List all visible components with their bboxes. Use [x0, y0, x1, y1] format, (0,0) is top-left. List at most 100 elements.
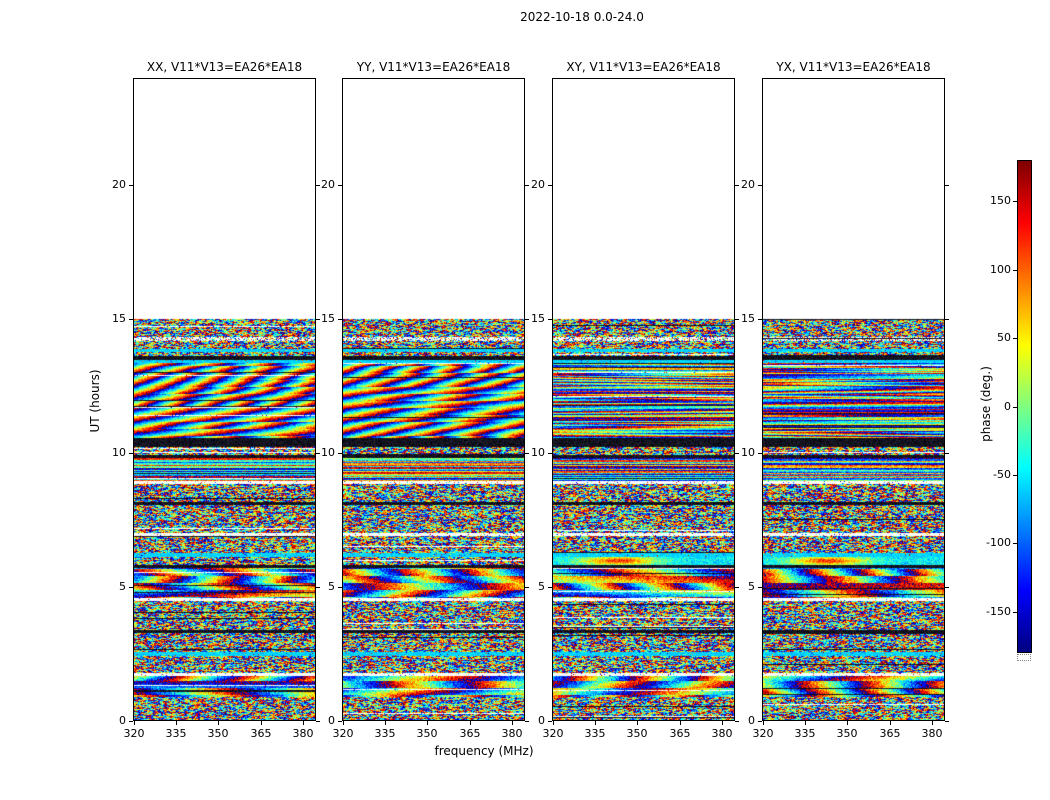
phase-heatmap-canvas-xx: [134, 79, 315, 720]
y-tick: [129, 721, 133, 722]
phase-heatmap-canvas-xy: [553, 79, 734, 720]
x-tick: [595, 721, 596, 725]
x-tick: [637, 721, 638, 725]
x-tick-label: 335: [584, 727, 606, 740]
panel-title-xy: XY, V11*V13=EA26*EA18: [566, 60, 721, 74]
x-tick: [722, 721, 723, 725]
y-tick: [525, 453, 529, 454]
y-tick: [735, 185, 739, 186]
x-tick-label: 365: [879, 727, 901, 740]
x-tick: [385, 721, 386, 725]
heatmap-panel-xy: [552, 78, 735, 721]
y-tick: [758, 721, 762, 722]
colorbar-tick-label: 100: [990, 263, 1011, 276]
colorbar-tick-label: -100: [986, 536, 1011, 549]
y-tick: [758, 453, 762, 454]
y-tick: [129, 587, 133, 588]
x-tick-label: 380: [711, 727, 733, 740]
y-tick: [316, 721, 320, 722]
y-tick: [525, 319, 529, 320]
y-tick: [945, 185, 949, 186]
x-tick: [680, 721, 681, 725]
heatmap-panel-xx: [133, 78, 316, 721]
y-tick-label: 0: [538, 714, 545, 727]
y-tick: [316, 587, 320, 588]
x-tick-label: 365: [459, 727, 481, 740]
y-tick: [758, 587, 762, 588]
y-tick: [735, 453, 739, 454]
y-tick-label: 20: [321, 178, 335, 191]
y-tick: [548, 453, 552, 454]
y-tick: [945, 453, 949, 454]
colorbar-tick: [1013, 612, 1017, 613]
colorbar-tick-label: -150: [986, 605, 1011, 618]
y-tick-label: 10: [531, 446, 545, 459]
y-tick-label: 15: [531, 312, 545, 325]
y-tick-label: 0: [748, 714, 755, 727]
x-tick: [890, 721, 891, 725]
colorbar-tick-label: 150: [990, 194, 1011, 207]
y-tick-label: 0: [119, 714, 126, 727]
x-tick: [343, 721, 344, 725]
colorbar-tick: [1013, 543, 1017, 544]
y-tick: [548, 185, 552, 186]
panel-title-xx: XX, V11*V13=EA26*EA18: [146, 60, 303, 74]
y-tick-label: 15: [741, 312, 755, 325]
x-tick-label: 335: [374, 727, 396, 740]
y-tick: [758, 185, 762, 186]
y-tick: [758, 319, 762, 320]
colorbar-tick: [1013, 201, 1017, 202]
x-tick-label: 350: [416, 727, 438, 740]
y-tick-label: 20: [531, 178, 545, 191]
colorbar: [1017, 160, 1032, 653]
x-tick-label: 365: [669, 727, 691, 740]
x-tick: [261, 721, 262, 725]
y-tick: [338, 587, 342, 588]
y-tick: [129, 185, 133, 186]
y-tick: [945, 587, 949, 588]
y-tick-label: 5: [748, 580, 755, 593]
y-tick: [338, 721, 342, 722]
y-tick: [548, 587, 552, 588]
y-tick: [338, 319, 342, 320]
y-tick: [129, 453, 133, 454]
x-tick: [303, 721, 304, 725]
y-tick: [945, 721, 949, 722]
y-tick-label: 5: [328, 580, 335, 593]
x-tick: [805, 721, 806, 725]
colorbar-tick: [1013, 407, 1017, 408]
x-tick-label: 380: [501, 727, 523, 740]
panel-title-yx: YX, V11*V13=EA26*EA18: [776, 60, 931, 74]
y-tick: [525, 721, 529, 722]
phase-heatmap-canvas-yx: [763, 79, 944, 720]
colorbar-extension-box: [1017, 654, 1031, 661]
y-tick: [338, 185, 342, 186]
y-tick-label: 15: [112, 312, 126, 325]
y-tick: [316, 319, 320, 320]
colorbar-tick-label: 50: [997, 331, 1011, 344]
x-tick: [176, 721, 177, 725]
y-tick: [338, 453, 342, 454]
y-tick-label: 0: [328, 714, 335, 727]
x-tick: [763, 721, 764, 725]
panel-title-yy: YY, V11*V13=EA26*EA18: [356, 60, 511, 74]
x-tick: [932, 721, 933, 725]
y-tick-label: 20: [741, 178, 755, 191]
y-tick-label: 20: [112, 178, 126, 191]
y-tick-label: 15: [321, 312, 335, 325]
x-tick-label: 320: [123, 727, 145, 740]
x-tick: [134, 721, 135, 725]
x-tick-label: 380: [292, 727, 314, 740]
colorbar-tick: [1013, 270, 1017, 271]
x-tick: [512, 721, 513, 725]
x-tick: [553, 721, 554, 725]
x-tick-label: 320: [542, 727, 564, 740]
y-tick-label: 5: [538, 580, 545, 593]
figure-title: 2022-10-18 0.0-24.0: [520, 10, 644, 24]
y-tick-label: 10: [112, 446, 126, 459]
heatmap-panel-yx: [762, 78, 945, 721]
colorbar-tick-label: -50: [993, 468, 1011, 481]
colorbar-gradient-canvas: [1018, 161, 1031, 652]
x-tick: [847, 721, 848, 725]
y-tick: [525, 587, 529, 588]
